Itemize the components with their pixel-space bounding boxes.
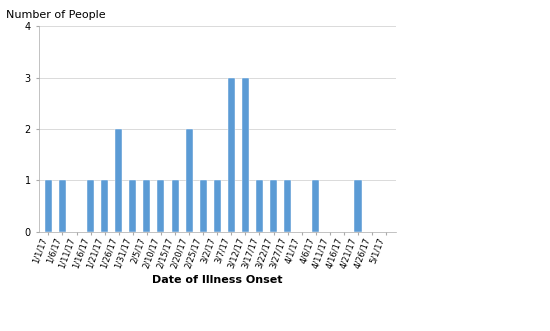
Bar [144, 180, 150, 232]
Bar [355, 180, 361, 232]
Bar [45, 180, 52, 232]
Bar [185, 129, 192, 232]
Bar [228, 78, 235, 232]
Bar [101, 180, 108, 232]
Bar [87, 180, 94, 232]
Bar [284, 180, 291, 232]
Bar [59, 180, 66, 232]
Text: Number of People: Number of People [6, 10, 105, 20]
Bar [312, 180, 320, 232]
Bar [129, 180, 136, 232]
X-axis label: Date of Illness Onset: Date of Illness Onset [152, 275, 283, 285]
Bar [157, 180, 164, 232]
Bar [256, 180, 263, 232]
Bar [172, 180, 179, 232]
Bar [214, 180, 221, 232]
Bar [242, 78, 249, 232]
Bar [200, 180, 207, 232]
Bar [115, 129, 122, 232]
Bar [270, 180, 277, 232]
